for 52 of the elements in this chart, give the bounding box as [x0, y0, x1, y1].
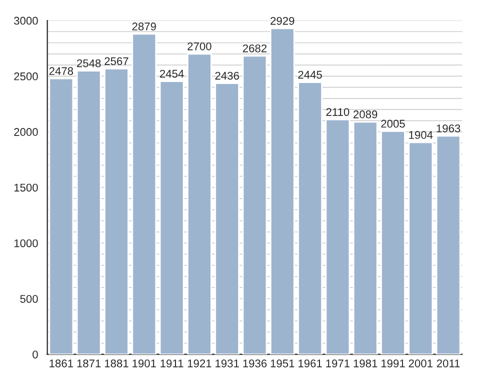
y-tick-label: 2500	[14, 72, 38, 80]
y-tick-label: 1000	[14, 239, 38, 248]
y-tick-label: 2000	[14, 128, 38, 136]
bar	[270, 28, 295, 354]
bar	[298, 82, 322, 354]
data-label: 2110	[326, 108, 350, 116]
data-label: 2567	[104, 57, 128, 66]
data-label: 2700	[188, 42, 212, 50]
bar	[159, 80, 184, 354]
x-tick-label: 1921	[188, 360, 212, 368]
x-tick-label: 2011	[436, 360, 460, 368]
bar	[104, 68, 129, 354]
bar	[48, 78, 74, 354]
x-tick-label: 2001	[408, 360, 432, 368]
x-tick-label: 1936	[243, 360, 267, 368]
bar	[76, 70, 102, 354]
data-label: 1963	[436, 124, 460, 132]
data-label: 1904	[409, 131, 433, 139]
x-tick-label: 1981	[354, 360, 378, 368]
data-label: 2089	[354, 110, 378, 118]
x-tick-label: 1971	[326, 360, 350, 368]
data-label: 2478	[49, 67, 74, 76]
x-tick-label: 1931	[216, 360, 239, 368]
data-label: 2929	[270, 16, 294, 25]
y-tick-label: 0	[32, 350, 38, 358]
bar	[408, 142, 434, 354]
x-tick-label: 1871	[77, 360, 101, 368]
data-label: 2454	[160, 70, 184, 78]
y-tick-label: 3000	[14, 16, 38, 25]
data-label: 2879	[132, 22, 156, 30]
data-label: 2436	[215, 72, 239, 80]
bar	[436, 135, 461, 354]
x-tick-label: 1901	[132, 360, 156, 368]
y-tick-label: 1500	[14, 184, 38, 192]
x-tick-label: 1911	[160, 360, 184, 368]
bar	[214, 82, 240, 354]
x-tick-label: 1951	[270, 360, 294, 368]
bar	[352, 121, 378, 354]
data-label: 2682	[242, 44, 267, 52]
data-label: 2445	[298, 70, 322, 79]
x-tick-label: 1881	[104, 360, 128, 368]
x-tick-label: 1991	[381, 360, 405, 368]
bar	[186, 53, 212, 354]
x-tick-label: 1861	[50, 360, 73, 368]
bar	[242, 55, 268, 354]
data-label: 2005	[381, 120, 405, 128]
x-tick-label: 1961	[298, 360, 322, 368]
y-tick-label: 500	[20, 294, 38, 303]
data-label: 2548	[77, 59, 101, 68]
bar	[132, 33, 157, 354]
bar	[325, 118, 350, 354]
bar	[380, 130, 406, 354]
